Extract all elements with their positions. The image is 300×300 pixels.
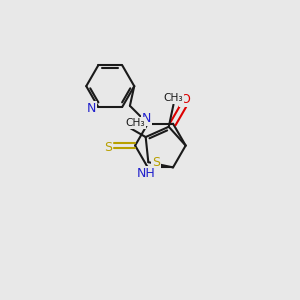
- Text: CH₃: CH₃: [164, 93, 183, 103]
- Text: S: S: [104, 140, 112, 154]
- Text: CH₃: CH₃: [125, 118, 145, 128]
- Text: NH: NH: [137, 167, 156, 181]
- Text: O: O: [180, 93, 190, 106]
- Text: N: N: [142, 112, 151, 125]
- Text: N: N: [87, 102, 96, 115]
- Text: S: S: [152, 156, 160, 169]
